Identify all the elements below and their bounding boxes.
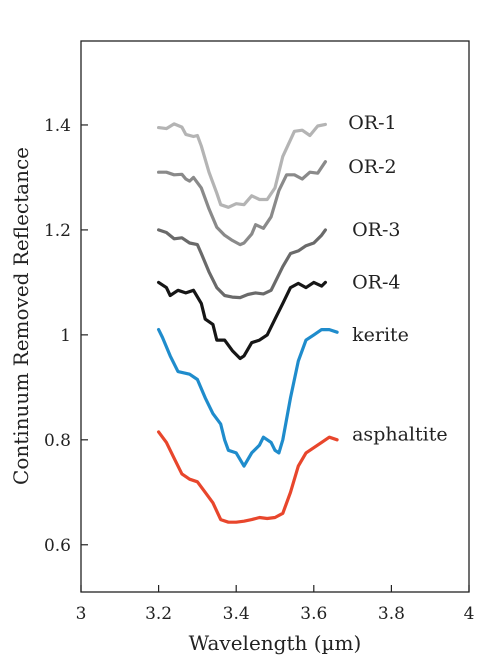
y-tick-label: 0.8 [44,431,71,451]
series-line-or-1 [157,122,327,209]
y-axis: 0.6 0.8 1 1.2 1.4 [44,116,88,556]
x-tick-label: 3 [76,604,87,624]
series-line-or-2 [157,160,327,247]
series-line-or-4 [157,280,327,361]
series-labels: OR-1 OR-2 OR-3 OR-4 kerite asphaltite [348,112,447,446]
series-label-or-2: OR-2 [348,156,396,178]
series-label-or-1: OR-1 [348,112,396,134]
x-tick-label: 3.8 [378,604,405,624]
x-tick-label: 3.4 [223,604,250,624]
x-tick-label: 3.6 [300,604,327,624]
series-label-kerite: kerite [352,324,409,346]
series-label-or-3: OR-3 [352,219,400,241]
y-tick-label: 1.2 [44,221,71,241]
series-label-or-4: OR-4 [352,271,400,293]
y-tick-label: 1 [60,326,71,346]
series-layer [157,122,339,524]
y-tick-label: 0.6 [44,536,71,556]
series-label-asphaltite: asphaltite [352,424,447,446]
plot-frame [80,40,470,593]
y-tick-label: 1.4 [44,116,71,136]
x-tick-label: 4 [464,604,475,624]
y-axis-label: Continuum Removed Reflectance [9,147,33,485]
x-tick-label: 3.2 [145,604,172,624]
series-line-or-3 [157,228,327,300]
series-line-kerite [157,328,339,468]
series-line-asphaltite [157,430,339,524]
x-axis: 3 3.2 3.4 3.6 3.8 4 [76,585,475,624]
x-axis-label: Wavelength (µm) [189,631,362,655]
